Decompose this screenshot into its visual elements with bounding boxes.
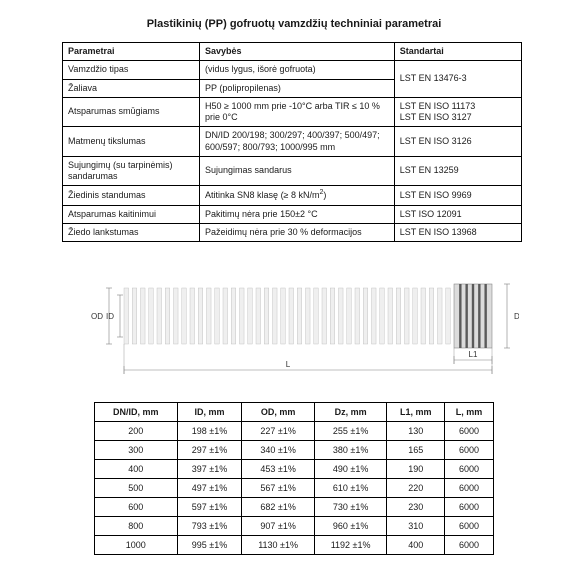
- dim-row: 600597 ±1%682 ±1%730 ±1%2306000: [95, 498, 494, 517]
- spec-cell: LST EN ISO 3126: [394, 127, 521, 157]
- dim-cell: 380 ±1%: [314, 441, 386, 460]
- dim-cell: 130: [387, 422, 445, 441]
- spec-cell: Žaliava: [63, 79, 200, 97]
- spec-cell: LST EN ISO 11173 LST EN ISO 3127: [394, 97, 521, 127]
- dim-cell: 6000: [445, 441, 494, 460]
- dim-header: L1, mm: [387, 403, 445, 422]
- dim-cell: 453 ±1%: [242, 460, 314, 479]
- spec-header: Standartai: [394, 43, 521, 61]
- dim-cell: 960 ±1%: [314, 517, 386, 536]
- spec-row: Atsparumas kaitinimuiPakitimų nėra prie …: [63, 205, 522, 223]
- spec-cell: Pažeidimų nėra prie 30 % deformacijos: [200, 223, 395, 241]
- dim-cell: 165: [387, 441, 445, 460]
- dim-cell: 400: [387, 536, 445, 555]
- dim-cell: 1130 ±1%: [242, 536, 314, 555]
- dim-row: 400397 ±1%453 ±1%490 ±1%1906000: [95, 460, 494, 479]
- dim-cell: 400: [95, 460, 178, 479]
- dim-cell: 6000: [445, 517, 494, 536]
- spec-cell: LST EN ISO 13968: [394, 223, 521, 241]
- dim-cell: 600: [95, 498, 178, 517]
- spec-cell: LST EN 13259: [394, 156, 521, 186]
- dim-cell: 300: [95, 441, 178, 460]
- dim-cell: 230: [387, 498, 445, 517]
- dim-cell: 200: [95, 422, 178, 441]
- dim-cell: 6000: [445, 479, 494, 498]
- dim-header: Dz, mm: [314, 403, 386, 422]
- spec-row: Vamzdžio tipas(vidus lygus, išorė gofruo…: [63, 61, 522, 79]
- spec-row: Žiedinis standumasAtitinka SN8 klasę (≥ …: [63, 186, 522, 205]
- dim-cell: 220: [387, 479, 445, 498]
- spec-cell: DN/ID 200/198; 300/297; 400/397; 500/497…: [200, 127, 395, 157]
- spec-cell: Vamzdžio tipas: [63, 61, 200, 79]
- spec-cell: (vidus lygus, išorė gofruota): [200, 61, 395, 79]
- svg-text:ID: ID: [106, 312, 114, 321]
- dim-cell: 800: [95, 517, 178, 536]
- dim-row: 200198 ±1%227 ±1%255 ±1%1306000: [95, 422, 494, 441]
- dim-cell: 730 ±1%: [314, 498, 386, 517]
- spec-row: Sujungimų (su tarpinėmis) sandarumasSuju…: [63, 156, 522, 186]
- dim-header: DN/ID, mm: [95, 403, 178, 422]
- svg-text:L1: L1: [469, 350, 478, 359]
- dim-cell: 198 ±1%: [177, 422, 242, 441]
- svg-text:Dz: Dz: [514, 312, 519, 321]
- dim-cell: 907 ±1%: [242, 517, 314, 536]
- spec-cell: Atsparumas smūgiams: [63, 97, 200, 127]
- spec-header: Parametrai: [63, 43, 200, 61]
- spec-header-row: Parametrai Savybės Standartai: [63, 43, 522, 61]
- spec-cell: Sujungimų (su tarpinėmis) sandarumas: [63, 156, 200, 186]
- spec-cell: Matmenų tikslumas: [63, 127, 200, 157]
- dim-cell: 490 ±1%: [314, 460, 386, 479]
- dim-cell: 995 ±1%: [177, 536, 242, 555]
- spec-header: Savybės: [200, 43, 395, 61]
- dim-row: 500497 ±1%567 ±1%610 ±1%2206000: [95, 479, 494, 498]
- dim-header: OD, mm: [242, 403, 314, 422]
- dim-header: ID, mm: [177, 403, 242, 422]
- spec-table: Parametrai Savybės Standartai Vamzdžio t…: [62, 42, 522, 242]
- dim-cell: 310: [387, 517, 445, 536]
- dim-row: 1000995 ±1%1130 ±1%1192 ±1%4006000: [95, 536, 494, 555]
- dim-cell: 597 ±1%: [177, 498, 242, 517]
- dim-cell: 497 ±1%: [177, 479, 242, 498]
- spec-row: Atsparumas smūgiamsH50 ≥ 1000 mm prie -1…: [63, 97, 522, 127]
- dimensions-table: DN/ID, mmID, mmOD, mmDz, mmL1, mmL, mm 2…: [94, 402, 494, 555]
- dim-cell: 6000: [445, 460, 494, 479]
- spec-cell: LST ISO 12091: [394, 205, 521, 223]
- dim-cell: 610 ±1%: [314, 479, 386, 498]
- dim-cell: 682 ±1%: [242, 498, 314, 517]
- dim-cell: 227 ±1%: [242, 422, 314, 441]
- pipe-diagram: ODID Dz L L1: [69, 266, 519, 388]
- dim-cell: 6000: [445, 498, 494, 517]
- dim-cell: 190: [387, 460, 445, 479]
- spec-cell: LST EN 13476-3: [394, 61, 521, 98]
- dim-header: L, mm: [445, 403, 494, 422]
- spec-row: Matmenų tikslumasDN/ID 200/198; 300/297;…: [63, 127, 522, 157]
- dim-cell: 340 ±1%: [242, 441, 314, 460]
- svg-text:OD: OD: [91, 312, 103, 321]
- spec-cell: PP (polipropilenas): [200, 79, 395, 97]
- dim-cell: 1192 ±1%: [314, 536, 386, 555]
- dim-cell: 297 ±1%: [177, 441, 242, 460]
- dim-row: 800793 ±1%907 ±1%960 ±1%3106000: [95, 517, 494, 536]
- spec-cell: Atitinka SN8 klasę (≥ 8 kN/m2): [200, 186, 395, 205]
- spec-cell: Žiedinis standumas: [63, 186, 200, 205]
- dim-cell: 1000: [95, 536, 178, 555]
- dim-cell: 567 ±1%: [242, 479, 314, 498]
- spec-cell: LST EN ISO 9969: [394, 186, 521, 205]
- dim-cell: 397 ±1%: [177, 460, 242, 479]
- dim-cell: 255 ±1%: [314, 422, 386, 441]
- page-title: Plastikinių (PP) gofruotų vamzdžių techn…: [22, 18, 566, 30]
- spec-cell: Pakitimų nėra prie 150±2 °C: [200, 205, 395, 223]
- dim-cell: 6000: [445, 422, 494, 441]
- dim-row: 300297 ±1%340 ±1%380 ±1%1656000: [95, 441, 494, 460]
- spec-cell: H50 ≥ 1000 mm prie -10°C arba TIR ≤ 10 %…: [200, 97, 395, 127]
- dim-cell: 500: [95, 479, 178, 498]
- dim-cell: 6000: [445, 536, 494, 555]
- spec-cell: Sujungimas sandarus: [200, 156, 395, 186]
- dim-cell: 793 ±1%: [177, 517, 242, 536]
- dim-header-row: DN/ID, mmID, mmOD, mmDz, mmL1, mmL, mm: [95, 403, 494, 422]
- svg-text:L: L: [286, 360, 291, 369]
- spec-row: Žiedo lankstumasPažeidimų nėra prie 30 %…: [63, 223, 522, 241]
- spec-cell: Žiedo lankstumas: [63, 223, 200, 241]
- spec-cell: Atsparumas kaitinimui: [63, 205, 200, 223]
